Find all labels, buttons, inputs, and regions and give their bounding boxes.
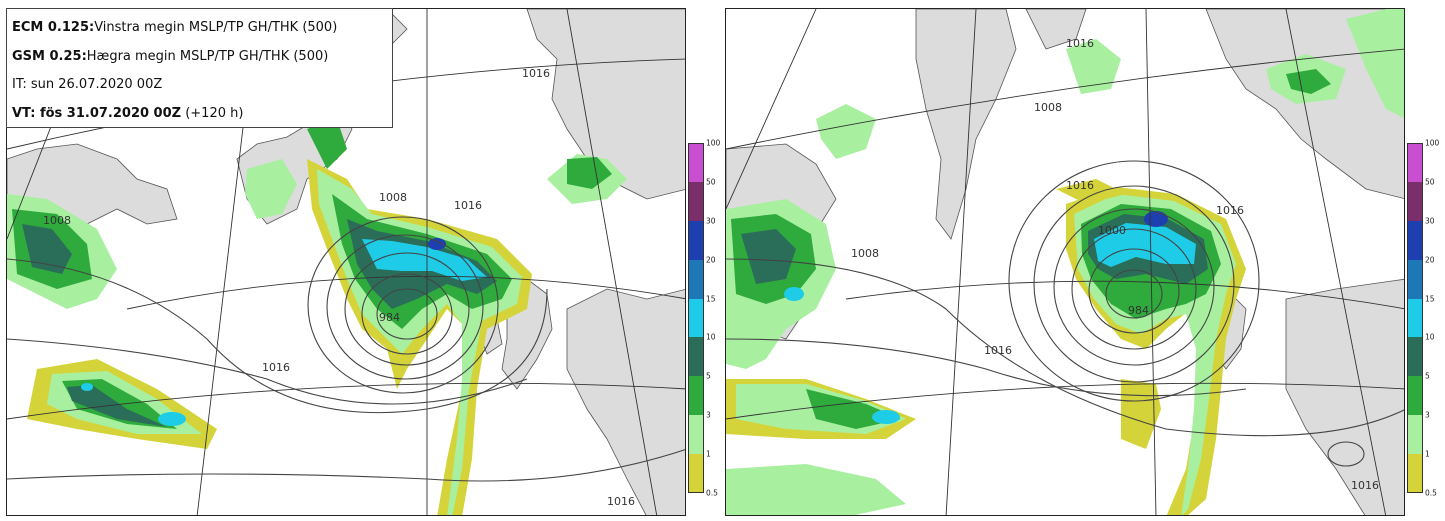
isobar-label: 1008 [1034, 101, 1062, 114]
isobar-label: 1016 [984, 344, 1012, 357]
colorbar-swatch [688, 376, 704, 416]
right-isobar-labels: 1016 1008 1008 1016 1016 1000 984 1016 1… [851, 37, 1379, 492]
isobar-label: 1000 [1098, 224, 1126, 237]
left-colorbar: 100 50 30 20 15 10 5 3 1 0.5 [688, 139, 732, 498]
left-isobars [7, 216, 685, 482]
isobar-label: 984 [1128, 304, 1149, 317]
right-isobars [726, 160, 1404, 467]
colorbar-label: 50 [706, 177, 716, 187]
colorbar-swatch [688, 143, 704, 182]
colorbar-label: 1 [1425, 449, 1430, 459]
colorbar-label: 30 [706, 216, 716, 226]
right-graticule [726, 9, 1404, 515]
colorbar-label: 1 [706, 449, 711, 459]
colorbar-swatch [688, 298, 704, 338]
colorbar-label: 3 [1425, 410, 1430, 420]
ecm-line: ECM 0.125:Vinstra megin MSLP/TP GH/THK (… [12, 14, 386, 43]
valid-time: VT: fös 31.07.2020 00Z [12, 105, 182, 121]
isobar-label: 1016 [522, 67, 550, 80]
colorbar-swatch [1407, 298, 1423, 338]
colorbar-label: 100 [1425, 138, 1440, 148]
colorbar-swatch [1407, 415, 1423, 455]
colorbar-swatch [688, 259, 704, 299]
gsm-model-label: GSM 0.25: [12, 48, 87, 64]
isobar-label: 1008 [43, 214, 71, 227]
colorbar-swatch [688, 181, 704, 221]
init-time: IT: sun 26.07.2020 00Z [12, 77, 163, 92]
isobar-label: 1016 [607, 495, 635, 508]
colorbar-label: 20 [706, 255, 716, 265]
right-colorbar: 100 50 30 20 15 10 5 3 1 0.5 [1407, 139, 1445, 498]
ecm-description: Vinstra megin MSLP/TP GH/THK (500) [94, 20, 338, 35]
isobar-label: 1016 [1216, 204, 1244, 217]
left-map: 1016 1008 1016 1008 1016 1016 984 [7, 9, 685, 515]
colorbar-swatch [1407, 259, 1423, 299]
colorbar-label: 10 [1425, 332, 1435, 342]
colorbar-label: 30 [1425, 216, 1435, 226]
ecm-model-label: ECM 0.125: [12, 20, 95, 35]
lead-time: (+120 h) [185, 105, 244, 121]
isobar-label: 1016 [454, 199, 482, 212]
colorbar-swatch [1407, 220, 1423, 260]
forecast-info-box: ECM 0.125:Vinstra megin MSLP/TP GH/THK (… [6, 8, 393, 128]
colorbar-label: 0.5 [1425, 488, 1437, 498]
right-map: 1016 1008 1008 1016 1016 1000 984 1016 1… [726, 9, 1404, 515]
colorbar-label: 3 [706, 410, 711, 420]
colorbar-label: 15 [1425, 294, 1435, 304]
colorbar-swatch [688, 454, 704, 493]
colorbar-label: 20 [1425, 255, 1435, 265]
colorbar-label: 5 [1425, 371, 1430, 381]
valid-time-line: VT: fös 31.07.2020 00Z (+120 h) [12, 100, 386, 129]
colorbar-swatch [1407, 454, 1423, 493]
isobar-label: 1016 [1066, 37, 1094, 50]
isobar-label: 1016 [262, 361, 290, 374]
isobar-label: 1016 [1066, 179, 1094, 192]
colorbar-swatch [1407, 337, 1423, 377]
gsm-line: GSM 0.25:Hægra megin MSLP/TP GH/THK (500… [12, 43, 386, 72]
right-map-panel: 1016 1008 1008 1016 1016 1000 984 1016 1… [725, 8, 1405, 516]
gsm-description: Hægra megin MSLP/TP GH/THK (500) [86, 48, 329, 64]
left-isobar-labels: 1016 1008 1016 1008 1016 1016 984 [43, 67, 635, 508]
colorbar-swatch [688, 220, 704, 260]
colorbar-swatch [688, 337, 704, 377]
isobar-label: 1008 [379, 191, 407, 204]
colorbar-label: 5 [706, 371, 711, 381]
colorbar-label: 100 [706, 138, 721, 148]
right-precip [726, 9, 1404, 515]
colorbar-swatch [1407, 143, 1423, 182]
colorbar-swatch [688, 415, 704, 455]
colorbar-label: 50 [1425, 177, 1435, 187]
isobar-label: 1016 [1351, 479, 1379, 492]
colorbar-swatch [1407, 376, 1423, 416]
isobar-label: 984 [379, 311, 400, 324]
colorbar-label: 10 [706, 332, 716, 342]
colorbar-label: 15 [706, 294, 716, 304]
colorbar-swatch [1407, 181, 1423, 221]
isobar-label: 1008 [851, 247, 879, 260]
colorbar-label: 0.5 [706, 488, 718, 498]
